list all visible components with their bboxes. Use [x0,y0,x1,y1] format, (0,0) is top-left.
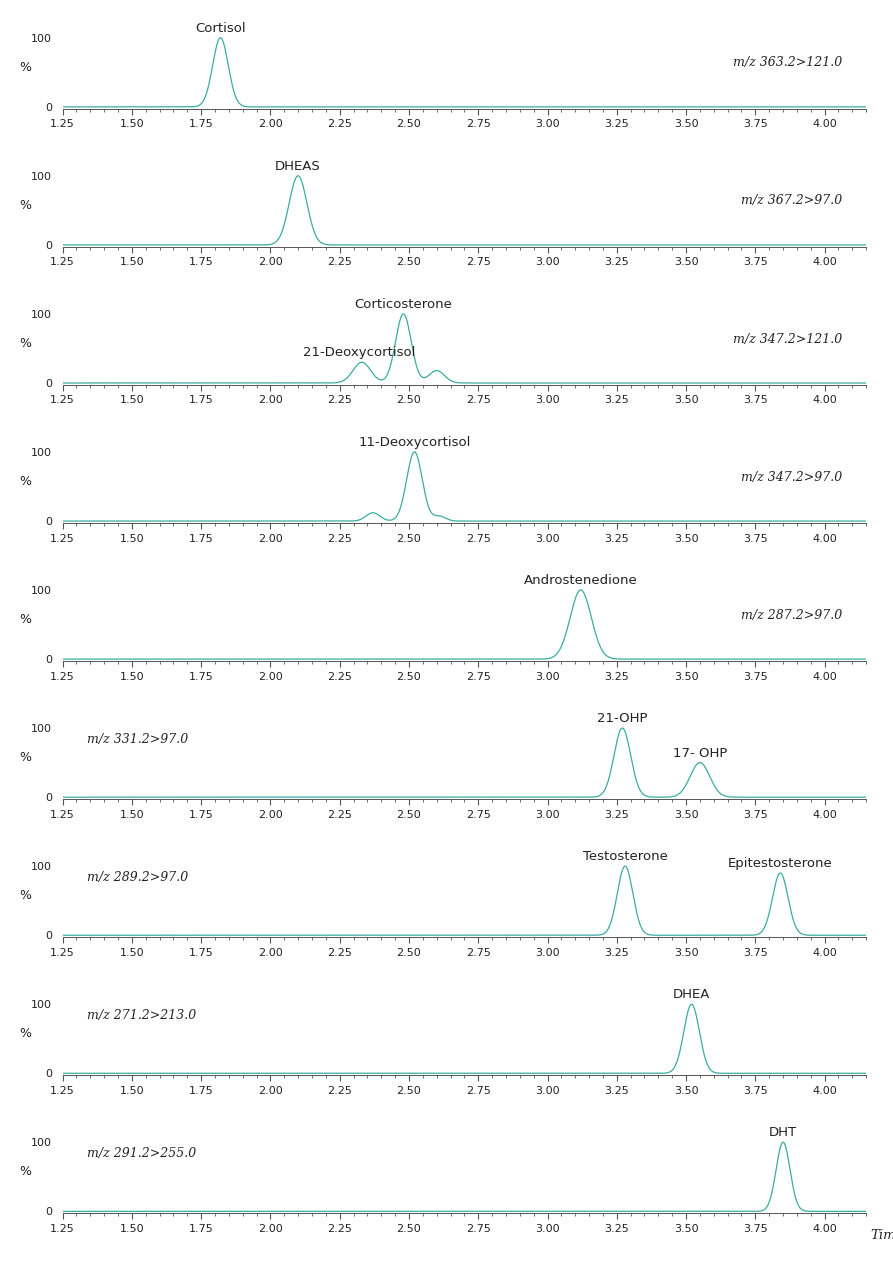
Text: Epitestosterone: Epitestosterone [728,857,832,870]
Y-axis label: %: % [20,1028,31,1040]
Text: Corticosterone: Corticosterone [355,298,453,311]
Text: m/z 347.2>97.0: m/z 347.2>97.0 [741,470,842,484]
Y-axis label: %: % [20,613,31,626]
Y-axis label: %: % [20,475,31,488]
Text: m/z 291.2>255.0: m/z 291.2>255.0 [87,1146,196,1159]
Text: m/z 363.2>121.0: m/z 363.2>121.0 [733,57,842,70]
Text: 21-OHP: 21-OHP [597,713,647,726]
Y-axis label: %: % [20,751,31,763]
Y-axis label: %: % [20,336,31,350]
Y-axis label: %: % [20,61,31,73]
Text: DHEA: DHEA [673,988,710,1001]
Text: m/z 331.2>97.0: m/z 331.2>97.0 [87,733,188,746]
Text: m/z 287.2>97.0: m/z 287.2>97.0 [741,609,842,622]
Text: DHEAS: DHEAS [275,161,321,173]
Text: m/z 347.2>121.0: m/z 347.2>121.0 [733,332,842,345]
Text: DHT: DHT [769,1126,797,1139]
Text: m/z 367.2>97.0: m/z 367.2>97.0 [741,195,842,207]
Text: Time: Time [870,1229,893,1241]
Text: Androstenedione: Androstenedione [524,574,638,588]
Text: Cortisol: Cortisol [196,21,246,35]
Text: Testosterone: Testosterone [582,851,668,863]
Text: 17- OHP: 17- OHP [672,747,727,760]
Text: m/z 289.2>97.0: m/z 289.2>97.0 [87,871,188,884]
Y-axis label: %: % [20,198,31,211]
Text: 11-Deoxycortisol: 11-Deoxycortisol [358,436,471,449]
Y-axis label: %: % [20,1165,31,1178]
Text: 21-Deoxycortisol: 21-Deoxycortisol [303,346,415,359]
Text: m/z 271.2>213.0: m/z 271.2>213.0 [87,1009,196,1021]
Y-axis label: %: % [20,889,31,902]
